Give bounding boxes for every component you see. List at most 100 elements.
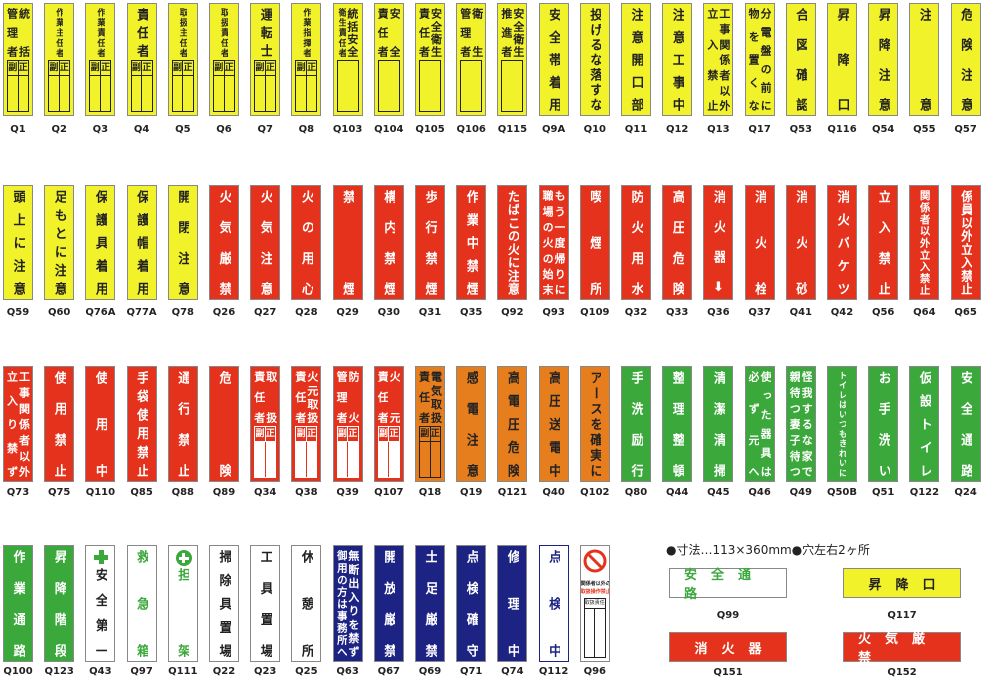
box-cell (17, 76, 29, 111)
sign-q19[interactable]: 感電注意 (456, 366, 487, 482)
product-code: Q43 (89, 666, 112, 677)
sign-q63[interactable]: 無断出入りを禁ず 御用の方は事務所へ (332, 545, 363, 662)
sign-q42[interactable]: 消火バケツ (827, 185, 857, 300)
sign-q117[interactable]: 昇降口 (843, 568, 961, 598)
sign-q103[interactable]: 統括安全 衛生責任者 (332, 3, 363, 116)
sign-q122[interactable]: 仮設トイレ (909, 366, 940, 482)
sign-q2[interactable]: 作業主任者副正 (44, 3, 75, 116)
sign-q34[interactable]: 取扱 責任者副正 (250, 366, 281, 482)
sign-q44[interactable]: 整理整頓 (662, 366, 693, 482)
sign-q107[interactable]: 火元 責任者副正 (373, 366, 404, 482)
sign-q57[interactable]: 危険注意 (950, 3, 981, 116)
sign-q17[interactable]: 分電盤の前に 物を置くな (744, 3, 775, 116)
sign-q59[interactable]: 頭上に注意 (3, 185, 33, 300)
sign-q10[interactable]: 投げるな落すな (579, 3, 610, 116)
sign-q1[interactable]: 統括 管理者副正 (3, 3, 33, 116)
sign-q67[interactable]: 開放厳禁 (373, 545, 404, 662)
sign-q102[interactable]: アースを確実に (579, 366, 610, 482)
sign-q77a[interactable]: 保護帽着用 (126, 185, 157, 300)
sign-text-column: 親待つ妻子待つ (789, 371, 801, 477)
sign-q89[interactable]: 危険 (209, 366, 239, 482)
sign-q104[interactable]: 安全 責任者 (373, 3, 404, 116)
sign-q6[interactable]: 取扱責任者副正 (209, 3, 239, 116)
sign-q76a[interactable]: 保護具着用 (85, 185, 116, 300)
sign-q110[interactable]: 使用中 (85, 366, 116, 482)
sign-q35[interactable]: 作業中禁煙 (456, 185, 487, 300)
sign-q3[interactable]: 作業責任者副正 (85, 3, 116, 116)
sign-q65[interactable]: 係員以外立入禁止 (950, 185, 981, 300)
sign-q93[interactable]: もう一度帰りに 職場の火の始末 (538, 185, 569, 300)
sign-q33[interactable]: 高圧危険 (662, 185, 693, 300)
sign-q112[interactable]: 点検中 (538, 545, 569, 662)
sign-q69[interactable]: 土足厳禁 (415, 545, 445, 662)
sign-q73[interactable]: 工事関係者以外 立入り禁ず (3, 366, 33, 482)
sign-q151[interactable]: 消火器 (669, 632, 787, 662)
sign-q37[interactable]: 消火栓 (744, 185, 775, 300)
sign-q43[interactable]: 安全第一 (85, 545, 116, 662)
sign-q27[interactable]: 火気注意 (250, 185, 281, 300)
sign-q50b[interactable]: トイレはいつもきれいに (827, 366, 857, 482)
sign-q54[interactable]: 昇降注意 (868, 3, 899, 116)
sign-q32[interactable]: 防火用水 (621, 185, 651, 300)
sign-q38[interactable]: 火元取扱 責任者副正 (291, 366, 322, 482)
sign-q121[interactable]: 高電圧危険 (497, 366, 528, 482)
sign-q74[interactable]: 修理中 (497, 545, 528, 662)
sign-q99[interactable]: 安全通路 (669, 568, 787, 602)
sign-q4[interactable]: 責任者副正 (126, 3, 157, 116)
sign-q88[interactable]: 通行禁止 (167, 366, 198, 482)
sign-q11[interactable]: 注意開口部 (621, 3, 651, 116)
sign-q18[interactable]: 電気取扱 責任者副正 (415, 366, 445, 482)
sign-q152[interactable]: 火気厳禁 (843, 632, 961, 666)
sign-q26[interactable]: 火気厳禁 (209, 185, 239, 300)
sign-q64[interactable]: 関係者以外立入禁止 (909, 185, 940, 300)
sign-q56[interactable]: 立入禁止 (868, 185, 899, 300)
sign-q55[interactable]: 注意 (909, 3, 940, 116)
sign-q100[interactable]: 作業通路 (3, 545, 33, 662)
sign-q39[interactable]: 防火 管理者副正 (332, 366, 363, 482)
sign-q28[interactable]: 火の用心 (291, 185, 322, 300)
sign-q13[interactable]: 工事関係者以外 立入禁止 (703, 3, 734, 116)
sign-q29[interactable]: 禁煙 (332, 185, 363, 300)
sign-q9a[interactable]: 安全帯着用 (538, 3, 569, 116)
sign-q7[interactable]: 運転士副正 (250, 3, 281, 116)
sign-q49[interactable]: 怪我するな家で 親待つ妻子待つ (785, 366, 816, 482)
sign-q45[interactable]: 清潔清掃 (703, 366, 734, 482)
box-cell (264, 442, 276, 477)
sign-q24[interactable]: 安全通路 (950, 366, 981, 482)
sign-q106[interactable]: 衛生 管理者 (456, 3, 487, 116)
sign-q92[interactable]: たばこの火に注意 (497, 185, 528, 300)
sign-q30[interactable]: 構内禁煙 (373, 185, 404, 300)
sign-q60[interactable]: 足もとに注意 (44, 185, 75, 300)
sign-q31[interactable]: 歩行禁煙 (415, 185, 445, 300)
sign-q96[interactable]: 関係者以外の取扱操作禁止取扱責任者 (579, 545, 610, 662)
deputy-primary-box: 副正 (295, 60, 318, 112)
product-code: Q122 (909, 487, 940, 498)
sign-text-column: 安全通路 (959, 371, 973, 477)
sign-q80[interactable]: 手洗励行 (621, 366, 651, 482)
sign-q46[interactable]: 使った器具は 必ず元へ (744, 366, 775, 482)
sign-q5[interactable]: 取扱主任者副正 (167, 3, 198, 116)
sign-q53[interactable]: 合図確認 (785, 3, 816, 116)
sign-q12[interactable]: 注意工事中 (662, 3, 693, 116)
sign-q51[interactable]: お手洗い (868, 366, 899, 482)
sign-q105[interactable]: 安全衛生 責任者 (415, 3, 445, 116)
sign-q85[interactable]: 手袋使用禁止 (126, 366, 157, 482)
sign-q25[interactable]: 休憩所 (291, 545, 322, 662)
sign-text: 高圧送電中 (542, 371, 566, 477)
sign-q97[interactable]: 救急箱 (126, 545, 157, 662)
sign-q40[interactable]: 高圧送電中 (538, 366, 569, 482)
sign-q78[interactable]: 開閉注意 (167, 185, 198, 300)
sign-q71[interactable]: 点検確守 (456, 545, 487, 662)
sign-q36[interactable]: 消火器⬇ (703, 185, 734, 300)
sign-q23[interactable]: 工具置場 (250, 545, 281, 662)
sign-q41[interactable]: 消火砂 (785, 185, 816, 300)
sign-text: 消火栓 (748, 190, 772, 295)
sign-q123[interactable]: 昇降階段 (44, 545, 75, 662)
sign-q111[interactable]: 担架 (167, 545, 198, 662)
sign-q22[interactable]: 掃除具置場 (209, 545, 239, 662)
sign-q109[interactable]: 喫煙所 (579, 185, 610, 300)
sign-q115[interactable]: 安全衛生 推進者 (497, 3, 528, 116)
sign-q116[interactable]: 昇降口 (827, 3, 857, 116)
sign-q8[interactable]: 作業指揮者副正 (291, 3, 322, 116)
sign-q75[interactable]: 使用禁止 (44, 366, 75, 482)
